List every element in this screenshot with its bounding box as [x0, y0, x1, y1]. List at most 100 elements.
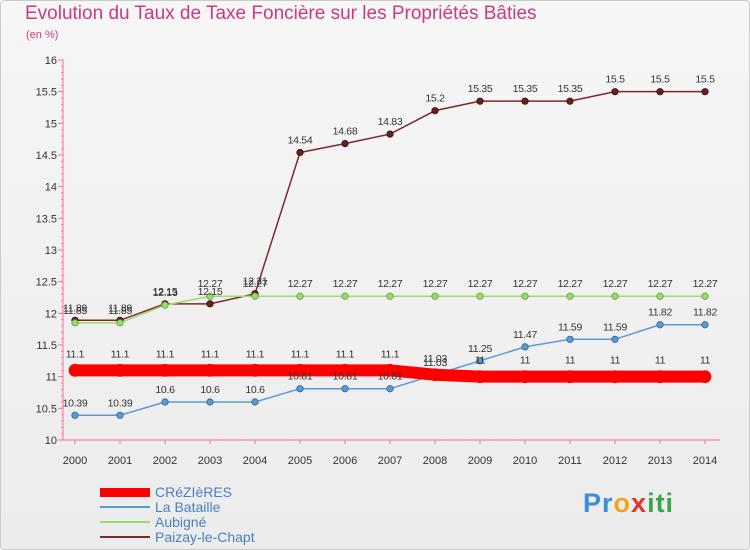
data-point-aubigne [251, 292, 259, 300]
data-label-la-bataille: 10.6 [245, 384, 265, 396]
y-tick-label: 12 [45, 308, 57, 320]
data-label-crezieres: 11.1 [246, 348, 265, 360]
data-point-la-bataille [251, 398, 259, 406]
data-point-aubigne [611, 292, 619, 300]
data-label-paizay: 11.89 [108, 302, 132, 314]
data-label-aubigne: 12.13 [153, 287, 178, 299]
data-point-paizay [701, 88, 709, 96]
data-label-aubigne: 11.85 [108, 305, 132, 317]
data-point-la-bataille [656, 321, 664, 329]
data-label-paizay: 15.35 [513, 83, 538, 95]
data-point-la-bataille [206, 398, 214, 406]
y-tick-label: 13 [45, 245, 57, 257]
data-label-crezieres: 11 [610, 355, 621, 367]
data-point-crezieres [383, 363, 397, 377]
data-point-paizay [566, 97, 574, 105]
data-label-aubigne: 12.27 [378, 278, 403, 290]
data-point-aubigne [71, 319, 79, 327]
data-label-crezieres: 11.1 [381, 348, 400, 360]
x-tick-label: 2003 [198, 455, 222, 467]
x-tick-label: 2012 [603, 455, 627, 467]
x-tick-label: 2006 [333, 455, 357, 467]
x-tick-label: 2013 [648, 455, 672, 467]
data-label-paizay: 14.68 [333, 126, 358, 138]
data-label-paizay: 12.15 [153, 286, 178, 298]
data-point-aubigne [386, 292, 394, 300]
data-point-crezieres [473, 370, 487, 384]
data-label-crezieres: 11 [475, 355, 486, 367]
data-label-la-bataille: 10.6 [155, 384, 175, 396]
data-point-la-bataille [341, 385, 349, 393]
data-label-la-bataille: 11.59 [603, 321, 627, 333]
data-label-paizay: 15.2 [425, 93, 445, 105]
y-tick-label: 16 [45, 55, 57, 67]
legend-label-paizay: Paizay-le-Chapt [155, 529, 255, 545]
data-label-aubigne: 12.27 [243, 278, 268, 290]
data-point-crezieres [518, 370, 532, 384]
legend-swatch-paizay [100, 536, 150, 538]
legend-label-aubigne: Aubigné [155, 514, 207, 530]
data-point-crezieres [653, 370, 667, 384]
data-point-paizay [296, 148, 304, 157]
data-point-la-bataille [566, 335, 574, 343]
data-point-la-bataille [386, 385, 394, 393]
data-label-crezieres: 11.1 [111, 348, 130, 360]
data-label-paizay: 14.83 [378, 116, 403, 128]
x-tick-label: 2004 [243, 455, 267, 467]
data-point-aubigne [341, 292, 349, 300]
data-label-la-bataille: 10.81 [288, 371, 313, 383]
legend-label-crezieres: CRéZIèRES [155, 484, 233, 500]
x-tick-label: 2008 [423, 455, 447, 467]
data-point-aubigne [701, 292, 709, 300]
data-point-la-bataille [296, 385, 304, 393]
data-label-crezieres: 11.1 [156, 348, 175, 360]
data-label-paizay: 11.89 [63, 302, 87, 314]
data-label-la-bataille: 11.03 [423, 357, 447, 369]
y-tick-label: 10.5 [36, 403, 57, 415]
data-point-la-bataille [611, 335, 619, 343]
data-label-aubigne: 12.27 [333, 278, 358, 290]
data-label-crezieres: 11 [520, 355, 531, 367]
data-point-paizay [521, 97, 529, 105]
data-point-paizay [656, 88, 664, 96]
data-label-crezieres: 11.1 [291, 348, 310, 360]
x-tick-label: 2005 [288, 455, 312, 467]
data-point-crezieres [203, 363, 217, 377]
series-line-aubigne [74, 295, 706, 324]
legend-label-la-bataille: La Bataille [155, 499, 221, 515]
x-tick-label: 2011 [558, 455, 582, 467]
data-point-aubigne [431, 292, 439, 300]
data-point-aubigne [161, 301, 169, 309]
data-label-paizay: 15.5 [605, 74, 625, 86]
x-tick-label: 2009 [468, 455, 492, 467]
y-tick-label: 14 [45, 182, 57, 194]
data-point-paizay [611, 88, 619, 96]
x-tick-label: 2002 [153, 455, 177, 467]
data-point-aubigne [566, 292, 574, 300]
data-point-paizay [476, 97, 484, 105]
data-point-crezieres [113, 363, 127, 377]
data-label-aubigne: 11.85 [63, 305, 87, 317]
data-point-aubigne [476, 292, 484, 300]
data-point-la-bataille [476, 357, 484, 365]
chart-title: Evolution du Taux de Taxe Foncière sur l… [25, 3, 537, 24]
data-label-la-bataille: 10.39 [63, 397, 88, 409]
data-label-aubigne: 12.27 [558, 278, 583, 290]
data-label-la-bataille: 11.82 [648, 307, 672, 319]
data-label-la-bataille: 10.39 [108, 397, 133, 409]
data-point-paizay [341, 140, 349, 148]
x-tick-label: 2000 [63, 455, 87, 467]
y-tick-label: 15 [45, 118, 57, 130]
data-point-paizay [431, 107, 439, 115]
data-point-crezieres [563, 370, 577, 384]
legend-swatch-crezieres [100, 488, 150, 497]
data-label-crezieres: 11.1 [66, 348, 85, 360]
data-label-paizay: 14.54 [288, 134, 313, 146]
data-point-aubigne [656, 292, 664, 300]
data-point-crezieres [293, 363, 307, 377]
y-tick-label: 14.5 [36, 150, 57, 162]
data-point-la-bataille [71, 411, 79, 419]
data-point-la-bataille [521, 343, 529, 351]
data-label-crezieres: 11.1 [201, 348, 220, 360]
y-tick-label: 12.5 [36, 277, 57, 289]
